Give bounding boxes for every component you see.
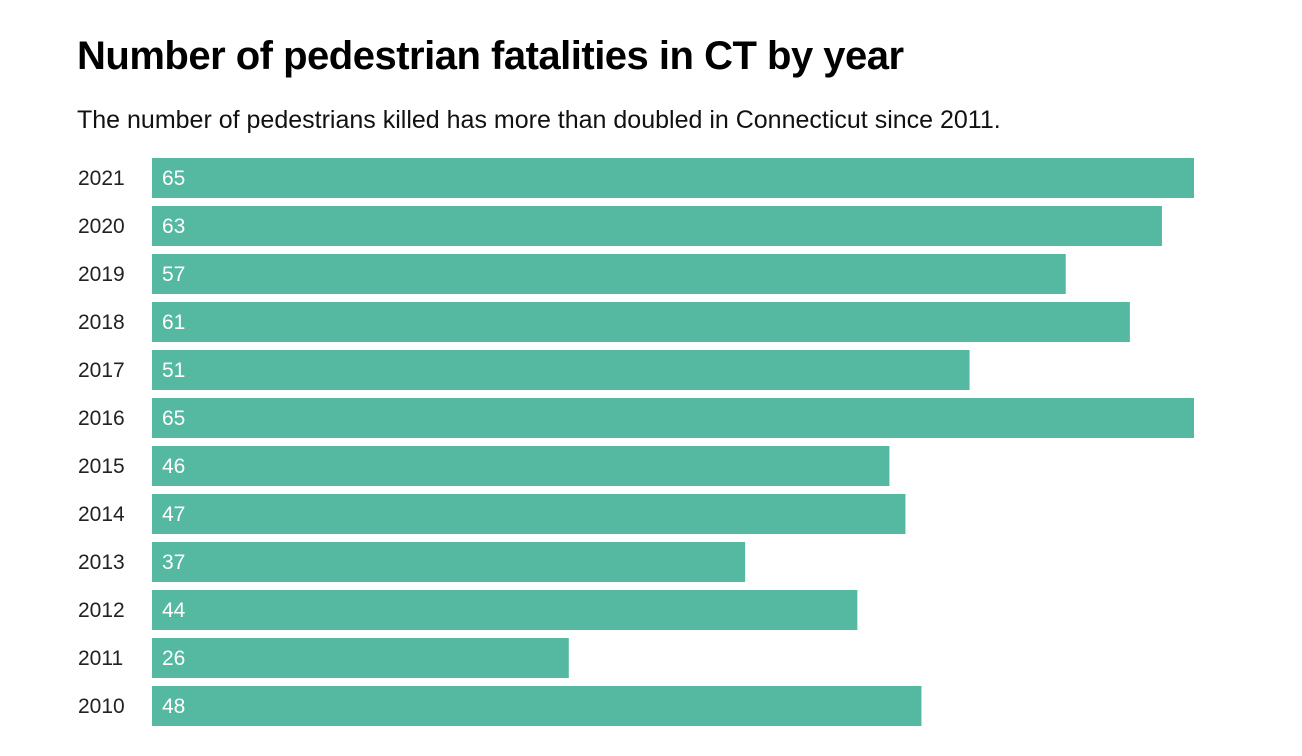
bar [152, 158, 1194, 198]
bar [152, 446, 890, 486]
data-label: 61 [162, 311, 185, 334]
data-label: 65 [162, 407, 185, 430]
bar [152, 206, 1162, 246]
bar [152, 254, 1066, 294]
bar [152, 302, 1130, 342]
chart-title: Number of pedestrian fatalities in CT by… [77, 34, 904, 78]
bar [152, 686, 922, 726]
category-label: 2012 [78, 599, 125, 622]
category-label: 2016 [78, 407, 125, 430]
category-label: 2011 [78, 647, 123, 670]
bar [152, 590, 858, 630]
data-label: 47 [162, 503, 185, 526]
category-label: 2021 [78, 167, 125, 190]
category-label: 2018 [78, 311, 125, 334]
category-label: 2015 [78, 455, 125, 478]
category-label: 2013 [78, 551, 125, 574]
bar [152, 638, 569, 678]
bar [152, 398, 1194, 438]
category-label: 2014 [78, 503, 125, 526]
category-label: 2017 [78, 359, 125, 382]
data-label: 46 [162, 455, 185, 478]
data-label: 37 [162, 551, 185, 574]
chart-subtitle: The number of pedestrians killed has mor… [77, 106, 1001, 134]
data-label: 63 [162, 215, 185, 238]
data-label: 65 [162, 167, 185, 190]
bar [152, 494, 906, 534]
category-label: 2010 [78, 695, 125, 718]
bar [152, 542, 746, 582]
data-label: 26 [162, 647, 185, 670]
data-label: 48 [162, 695, 185, 718]
bar [152, 350, 970, 390]
data-label: 44 [162, 599, 186, 622]
data-label: 57 [162, 263, 185, 286]
data-label: 51 [162, 359, 185, 382]
category-label: 2020 [78, 215, 125, 238]
category-label: 2019 [78, 263, 125, 286]
